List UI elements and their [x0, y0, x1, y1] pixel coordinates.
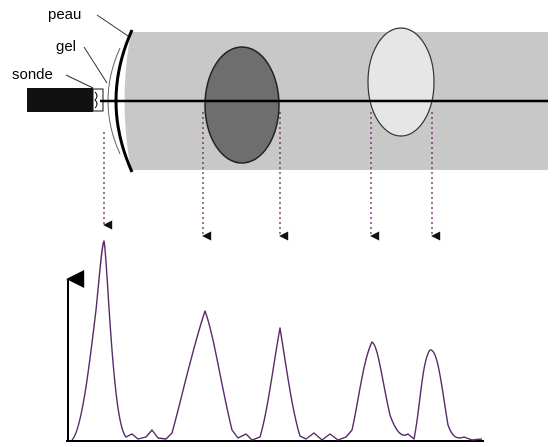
label-skin: peau [48, 6, 81, 23]
label-probe: sonde [12, 66, 53, 83]
leader-gel [83, 46, 108, 84]
probe-body [27, 88, 93, 112]
leader-skin [96, 14, 129, 37]
label-gel: gel [56, 38, 76, 55]
light-structure-ellipse [367, 27, 435, 137]
probe-tip-element [94, 91, 98, 109]
echo-signal-trace [71, 240, 483, 441]
dark-structure-ellipse [204, 46, 280, 164]
leader-probe [65, 74, 94, 89]
